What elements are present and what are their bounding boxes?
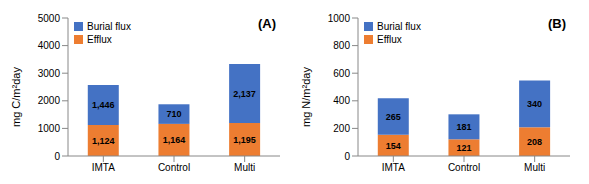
html-text:(B): (B)	[548, 16, 566, 31]
svg-text:mg C/m²day: mg C/m²day	[10, 67, 22, 127]
svg-text:1,195: 1,195	[233, 135, 256, 145]
svg-text:208: 208	[527, 137, 542, 147]
svg-text:2000: 2000	[38, 95, 61, 106]
svg-text:200: 200	[333, 123, 350, 134]
html-text:Burial flux: Burial flux	[87, 21, 131, 32]
svg-text:800: 800	[333, 40, 350, 51]
svg-text:Control: Control	[448, 162, 480, 173]
svg-text:4000: 4000	[38, 40, 61, 51]
svg-text:181: 181	[456, 122, 471, 132]
html-text:(A): (A)	[258, 16, 276, 31]
html-text:Efflux: Efflux	[87, 34, 112, 45]
svg-text:340: 340	[527, 99, 542, 109]
svg-text:710: 710	[166, 109, 181, 119]
svg-text:IMTA: IMTA	[382, 162, 405, 173]
svg-text:1,124: 1,124	[92, 136, 115, 146]
svg-text:Multi: Multi	[524, 162, 545, 173]
svg-text:1,446: 1,446	[92, 100, 115, 110]
svg-text:2,137: 2,137	[233, 89, 256, 99]
html-text:Burial flux: Burial flux	[377, 21, 421, 32]
svg-text:0: 0	[344, 151, 350, 162]
svg-text:1000: 1000	[328, 13, 351, 24]
svg-text:1000: 1000	[38, 123, 61, 134]
svg-text:IMTA: IMTA	[92, 162, 115, 173]
svg-text:265: 265	[386, 112, 401, 122]
svg-text:1,164: 1,164	[163, 135, 186, 145]
svg-text:400: 400	[333, 95, 350, 106]
svg-text:Multi: Multi	[234, 162, 255, 173]
svg-text:5000: 5000	[38, 13, 61, 24]
svg-text:3000: 3000	[38, 68, 61, 79]
svg-text:121: 121	[456, 143, 471, 153]
html-text:Efflux: Efflux	[377, 34, 402, 45]
svg-text:154: 154	[386, 141, 401, 151]
svg-text:0: 0	[54, 151, 60, 162]
svg-text:mg N/m²day: mg N/m²day	[300, 67, 312, 127]
svg-text:Control: Control	[158, 162, 190, 173]
svg-text:600: 600	[333, 68, 350, 79]
